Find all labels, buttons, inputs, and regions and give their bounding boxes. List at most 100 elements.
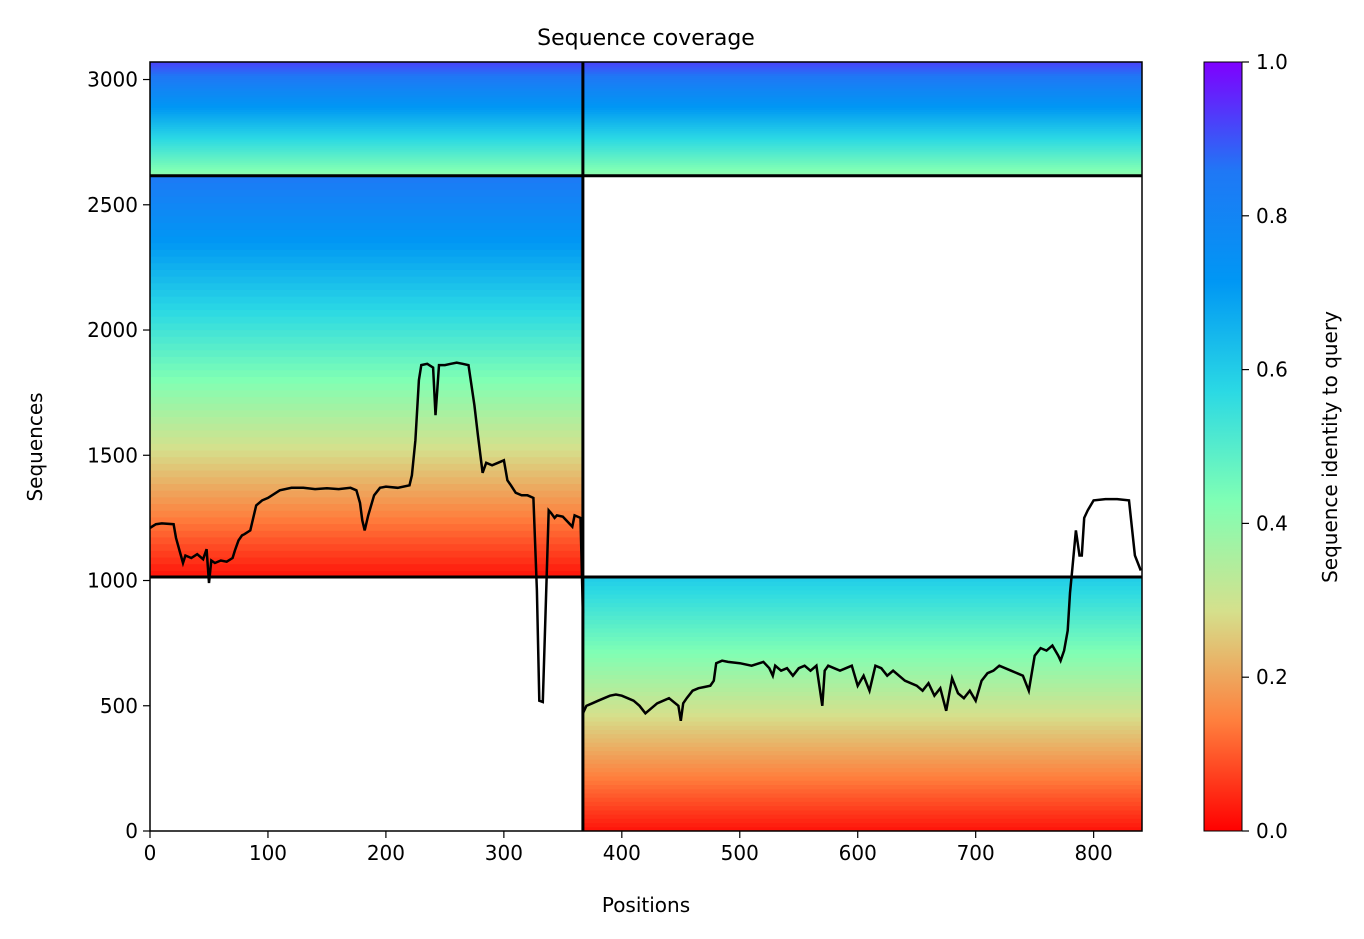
coverage-row: [582, 636, 1142, 642]
coverage-row: [150, 316, 583, 324]
coverage-row: [150, 209, 583, 217]
coverage-row: [150, 490, 583, 498]
colorbar-tick-label: 0.8: [1256, 204, 1288, 228]
coverage-row: [150, 116, 1142, 120]
coverage-row: [582, 708, 1142, 714]
coverage-row: [150, 463, 583, 471]
y-tick-label: 1000: [87, 569, 138, 593]
coverage-row: [150, 342, 583, 351]
x-tick-label: 600: [839, 841, 877, 865]
coverage-row: [582, 733, 1142, 739]
coverage-row: [150, 94, 1142, 97]
coverage-row: [150, 124, 1142, 128]
x-axis-label: Positions: [602, 893, 690, 917]
coverage-line-1: [150, 361, 585, 704]
coverage-row: [582, 814, 1142, 819]
y-axis-label: Sequences: [23, 392, 47, 501]
coverage-row: [150, 483, 583, 491]
y-tick-label: 1500: [87, 443, 138, 467]
coverage-row: [582, 788, 1142, 794]
coverage-row: [150, 276, 583, 284]
coverage-row: [582, 670, 1142, 675]
x-tick-label: 200: [367, 841, 405, 865]
coverage-row: [150, 175, 583, 184]
coverage-row: [582, 606, 1142, 612]
x-tick-label: 0: [144, 841, 157, 865]
coverage-row: [150, 156, 1142, 160]
coverage-row: [582, 809, 1142, 815]
coverage-row: [150, 436, 583, 444]
coverage-row: [582, 767, 1142, 773]
coverage-row: [150, 556, 583, 565]
coverage-row: [582, 771, 1142, 777]
coverage-row: [582, 712, 1142, 718]
coverage-row: [582, 648, 1142, 654]
coverage-row: [582, 763, 1142, 769]
coverage-row: [582, 691, 1142, 697]
coverage-row: [150, 171, 1142, 175]
coverage-row: [150, 134, 1142, 137]
block-chain-B-only: [582, 577, 1142, 831]
coverage-row: [150, 168, 1142, 171]
y-tick-label: 2500: [87, 193, 138, 217]
y-tick-label: 3000: [87, 68, 138, 92]
coverage-row: [150, 86, 1142, 90]
coverage-lines: [150, 361, 1142, 721]
coverage-row: [150, 143, 1142, 146]
coverage-row: [150, 160, 1142, 164]
coverage-row: [150, 149, 1142, 152]
coverage-row: [150, 164, 1142, 167]
coverage-row: [582, 581, 1142, 587]
block-paired: [150, 62, 1142, 177]
coverage-row: [582, 742, 1142, 747]
coverage-row: [150, 329, 583, 337]
x-tick-label: 800: [1075, 841, 1113, 865]
coverage-row: [582, 754, 1142, 760]
coverage-row: [150, 376, 583, 384]
coverage-row: [150, 118, 1142, 122]
coverage-row: [150, 101, 1142, 105]
coverage-row: [150, 429, 583, 438]
plot-frame: [149, 61, 1143, 832]
coverage-row: [150, 82, 1142, 86]
coverage-row: [582, 661, 1142, 667]
coverage-row: [150, 132, 1142, 135]
coverage-row: [150, 449, 583, 458]
coverage-row: [582, 759, 1142, 764]
coverage-row: [150, 322, 583, 331]
coverage-row: [150, 77, 1142, 80]
coverage-row: [150, 403, 583, 411]
coverage-row: [150, 443, 583, 451]
colorbar-tick-label: 1.0: [1256, 50, 1288, 74]
y-tick-label: 500: [100, 694, 138, 718]
coverage-row: [150, 79, 1142, 82]
coverage-row: [150, 80, 1142, 84]
coverage-row: [150, 249, 583, 257]
coverage-row: [150, 92, 1142, 95]
coverage-row: [150, 530, 583, 538]
coverage-row: [582, 687, 1142, 692]
coverage-row: [150, 262, 583, 270]
coverage-row: [150, 302, 583, 311]
coverage-row: [582, 725, 1142, 731]
coverage-row: [150, 282, 583, 291]
coverage-row: [582, 729, 1142, 735]
coverage-row: [582, 598, 1142, 604]
coverage-row: [150, 215, 583, 224]
coverage-row: [150, 67, 1142, 71]
coverage-row: [582, 632, 1142, 637]
coverage-row: [150, 111, 1142, 114]
coverage-row: [582, 640, 1142, 646]
x-axis: 0 100 200 300 400 500 600 700 800: [144, 831, 1113, 865]
coverage-row: [150, 84, 1142, 88]
coverage-row: [150, 550, 583, 558]
coverage-row: [582, 619, 1142, 625]
coverage-row: [150, 202, 583, 210]
coverage-row: [150, 126, 1142, 129]
coverage-row: [150, 309, 583, 317]
coverage-row: [150, 90, 1142, 93]
coverage-row: [582, 653, 1142, 659]
colorbar-tick-label: 0.4: [1256, 511, 1288, 535]
coverage-row: [150, 182, 583, 190]
